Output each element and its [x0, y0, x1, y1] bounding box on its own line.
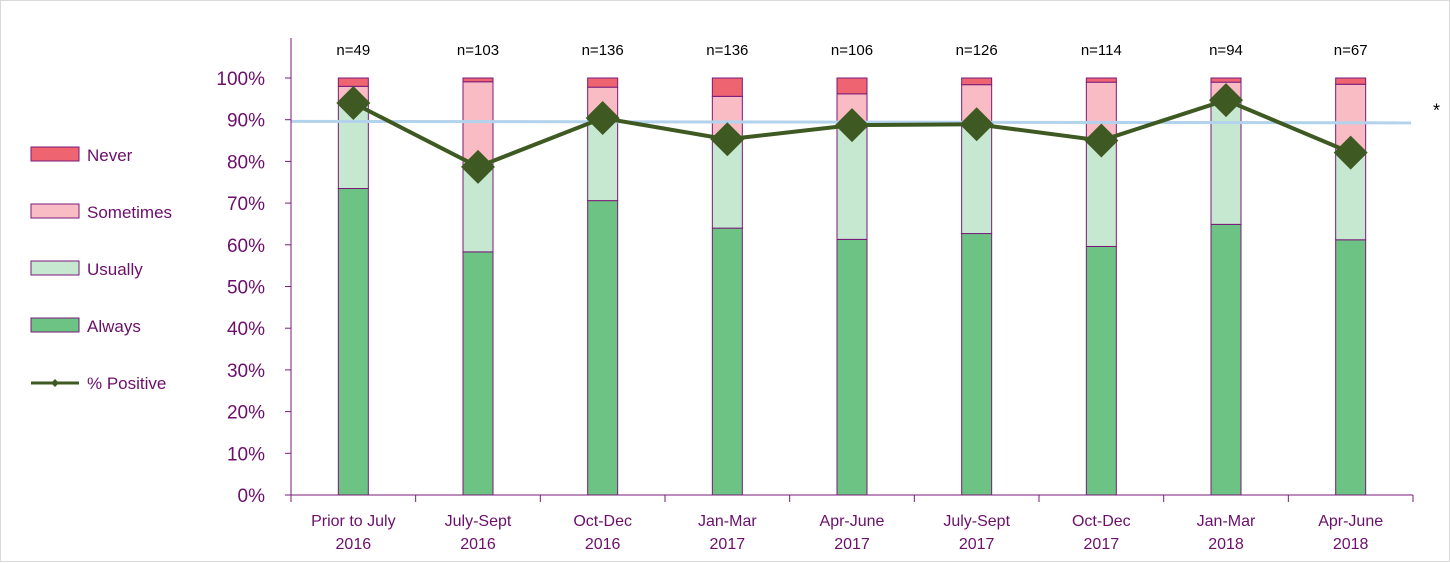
- bar-segment-always: [961, 233, 993, 496]
- x-tick-label: 2016: [460, 536, 496, 553]
- bar-segment-never: [337, 77, 369, 87]
- bar-segment-usually: [961, 123, 993, 235]
- legend-label: Never: [87, 146, 133, 165]
- x-tick-label: 2017: [959, 536, 995, 553]
- n-label: n=114: [1081, 42, 1122, 59]
- y-tick-label: 100%: [216, 69, 265, 90]
- y-tick-label: 50%: [227, 278, 265, 299]
- x-tick-label: July-Sept: [943, 513, 1010, 530]
- x-tick-label: 2017: [1084, 536, 1120, 553]
- percent-positive-marker: [959, 107, 994, 142]
- legend: Never Sometimes Usually Always % Positive: [30, 146, 172, 393]
- bar-segment-always: [462, 251, 494, 496]
- labels-layer: * 0% 10% 20% 30% 40% 50% 60% 70% 80% 90% 100% Prior …: [216, 42, 1440, 553]
- bar-segment-never: [836, 77, 868, 95]
- x-tick-label: 2016: [585, 536, 621, 553]
- legend-swatch-sometimes: [30, 203, 80, 219]
- bar-segment-never: [1210, 77, 1242, 83]
- legend-swatch-marker: [51, 379, 59, 387]
- legend-label: Usually: [87, 260, 143, 279]
- bar-segment-always: [587, 200, 619, 496]
- percent-positive-marker: [1084, 123, 1119, 158]
- bar-segment-usually: [836, 124, 868, 240]
- y-tick-label: 40%: [227, 319, 265, 340]
- x-tick-label: 2017: [710, 536, 746, 553]
- bar-segment-usually: [1085, 140, 1117, 247]
- x-tick-label: July-Sept: [445, 513, 512, 530]
- bar-segment-never: [961, 77, 993, 86]
- y-tick-label: 70%: [227, 194, 265, 215]
- benchmark-marker-label: *: [1433, 100, 1440, 120]
- legend-label: % Positive: [87, 374, 166, 393]
- x-tick-label: 2018: [1208, 536, 1244, 553]
- bar-segment-never: [1085, 77, 1117, 83]
- x-tick-label: Jan-Mar: [1197, 513, 1256, 530]
- y-tick-label: 30%: [227, 361, 265, 382]
- n-label: n=126: [956, 42, 998, 59]
- y-tick-label: 10%: [227, 444, 265, 465]
- x-tick-label: 2016: [336, 536, 372, 553]
- n-label: n=106: [831, 42, 873, 59]
- axes-layer: [285, 38, 1414, 502]
- n-label: n=67: [1334, 42, 1368, 59]
- x-tick-label: Oct-Dec: [573, 513, 632, 530]
- legend-swatch-never: [30, 146, 80, 162]
- legend-label: Always: [87, 317, 141, 336]
- bar-segment-never: [1335, 77, 1367, 85]
- x-tick-label: Oct-Dec: [1072, 513, 1131, 530]
- percent-positive-marker: [1209, 83, 1243, 118]
- bar-segment-never: [462, 77, 494, 83]
- x-tick-label: Apr-June: [820, 513, 885, 530]
- y-tick-label: 90%: [227, 111, 265, 132]
- x-tick-label: 2017: [834, 536, 870, 553]
- bar-segment-never: [711, 77, 743, 97]
- n-label: n=49: [336, 42, 370, 59]
- bar-segment-always: [337, 188, 369, 496]
- legend-swatch-always: [30, 317, 80, 333]
- y-tick-label: 0%: [238, 486, 266, 507]
- x-tick-label: Jan-Mar: [698, 513, 757, 530]
- y-tick-label: 20%: [227, 403, 265, 424]
- bar-segment-always: [1335, 239, 1367, 496]
- bar-segment-always: [1210, 223, 1242, 496]
- percent-positive-marker: [835, 108, 869, 143]
- bars-layer: [337, 77, 1367, 496]
- n-label: n=103: [457, 42, 499, 59]
- n-label: n=136: [706, 42, 748, 59]
- n-label: n=94: [1209, 42, 1243, 59]
- n-label: n=136: [582, 42, 624, 59]
- percent-positive-marker: [1333, 135, 1368, 170]
- legend-label: Sometimes: [87, 203, 172, 222]
- line-layer: [336, 83, 1368, 184]
- x-tick-label: Prior to July: [311, 513, 395, 530]
- legend-swatch-usually: [30, 260, 80, 276]
- percent-positive-marker: [710, 122, 745, 157]
- percent-positive-marker: [336, 86, 371, 121]
- bar-segment-usually: [1210, 99, 1242, 225]
- x-tick-label: Apr-June: [1318, 513, 1383, 530]
- percent-positive-marker: [585, 101, 620, 136]
- bar-segment-never: [587, 77, 619, 88]
- y-tick-label: 80%: [227, 152, 265, 173]
- y-tick-label: 60%: [227, 236, 265, 257]
- percent-positive-marker: [461, 149, 495, 184]
- x-tick-label: 2018: [1333, 536, 1369, 553]
- bar-segment-always: [836, 238, 868, 496]
- bar-segment-always: [711, 227, 743, 496]
- bar-segment-always: [1085, 245, 1117, 496]
